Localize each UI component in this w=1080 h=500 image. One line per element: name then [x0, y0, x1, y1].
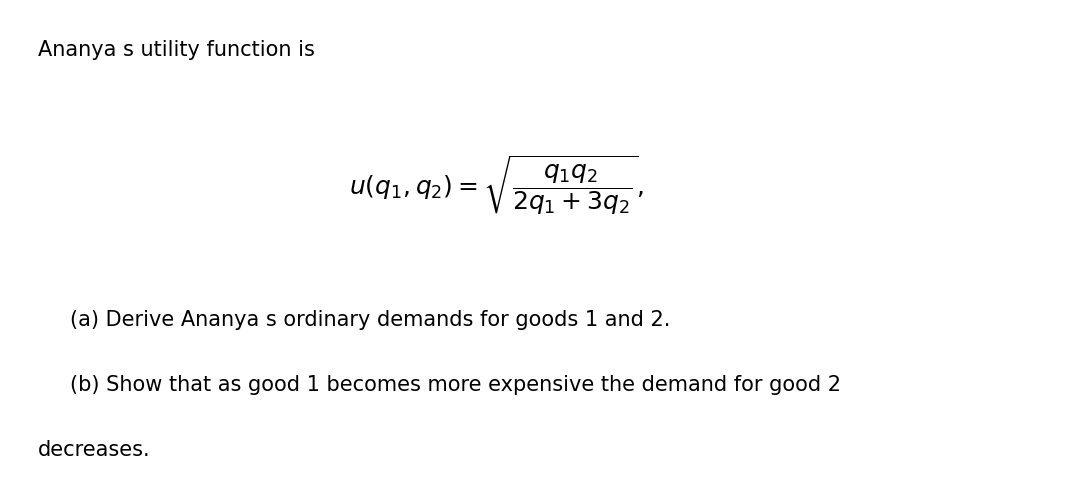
- Text: (b) Show that as good 1 becomes more expensive the demand for good 2: (b) Show that as good 1 becomes more exp…: [70, 375, 841, 395]
- Text: Ananya s utility function is: Ananya s utility function is: [38, 40, 314, 60]
- Text: $u(q_1, q_2) = \sqrt{\dfrac{q_1 q_2}{2q_1 + 3q_2}},$: $u(q_1, q_2) = \sqrt{\dfrac{q_1 q_2}{2q_…: [350, 154, 644, 216]
- Text: decreases.: decreases.: [38, 440, 150, 460]
- Text: (a) Derive Ananya s ordinary demands for goods 1 and 2.: (a) Derive Ananya s ordinary demands for…: [70, 310, 671, 330]
